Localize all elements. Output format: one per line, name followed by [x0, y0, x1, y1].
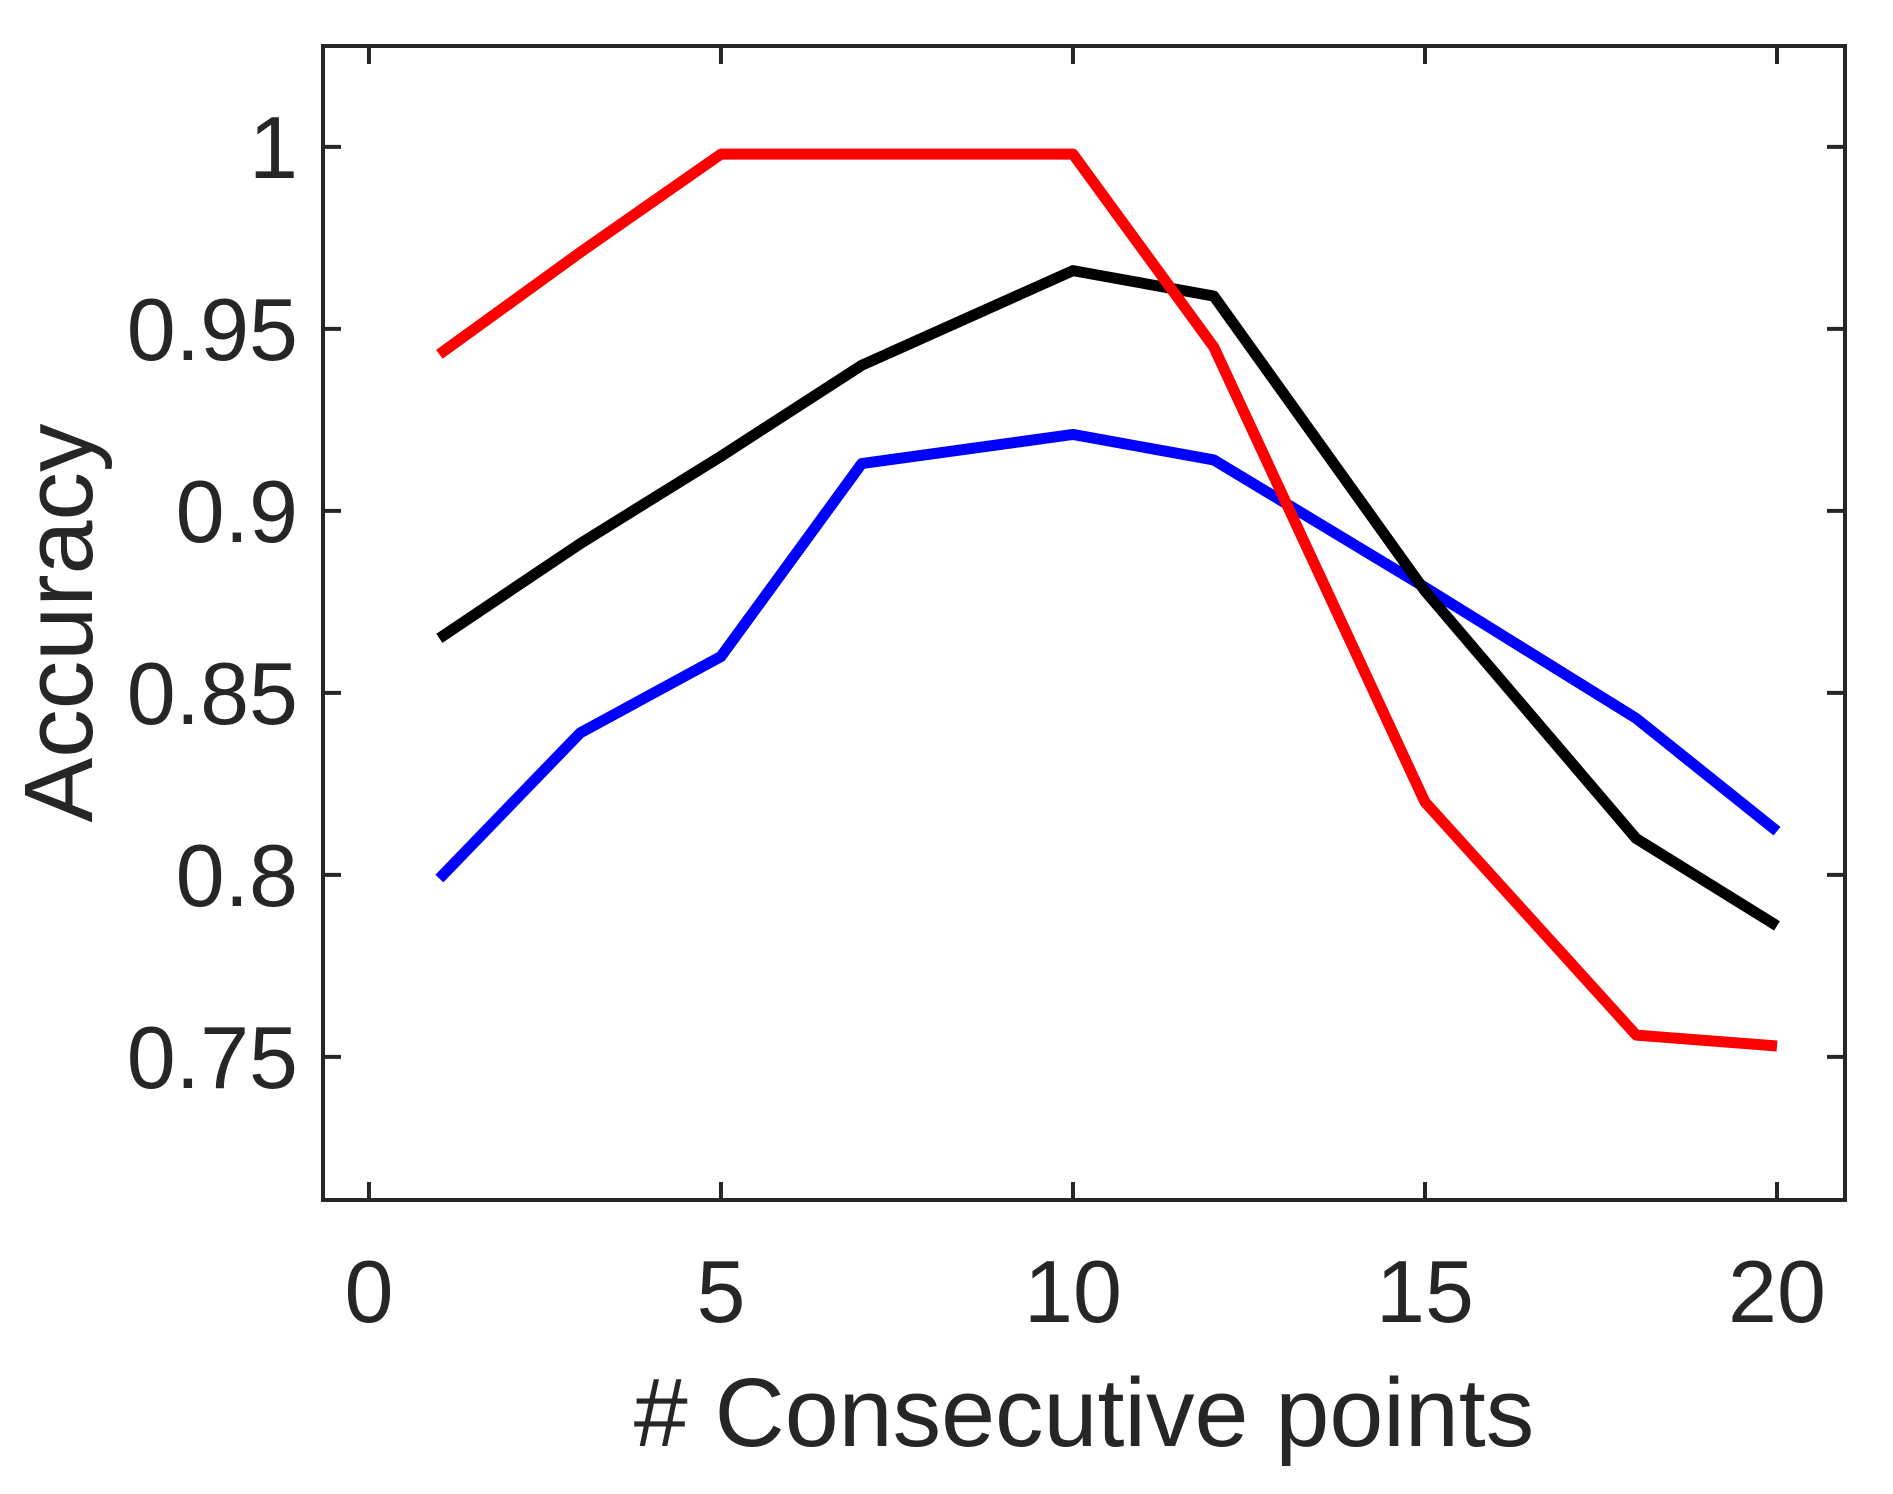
- axis-ticks-group: [323, 46, 1845, 1200]
- y-tick-label: 0.85: [127, 644, 298, 743]
- y-tick-label: 0.95: [127, 280, 298, 379]
- y-tick-label: 0.8: [176, 826, 298, 925]
- y-tick-label: 1: [249, 98, 298, 197]
- blue-line: [435, 428, 1781, 883]
- plot-area: [323, 46, 1845, 1200]
- x-tick-label: 10: [1024, 1242, 1122, 1341]
- black-line: [436, 265, 1780, 931]
- red-line: [436, 148, 1778, 1052]
- x-tick-label: 5: [697, 1242, 746, 1341]
- axes-box: [321, 44, 1847, 1202]
- x-tick-label: 15: [1376, 1242, 1474, 1341]
- y-axis-label: Accuracy: [4, 423, 113, 822]
- x-tick-label: 20: [1728, 1242, 1826, 1341]
- y-tick-label: 0.9: [176, 462, 298, 561]
- y-tick-label: 0.75: [127, 1008, 298, 1107]
- x-tick-label: 0: [344, 1242, 393, 1341]
- data-series-group: [435, 148, 1781, 1052]
- x-axis-label: # Consecutive points: [634, 1358, 1534, 1467]
- tick-labels-group: 0 5 10 15 20 1 0.95 0.9 0.85 0.8 0.75: [127, 98, 1826, 1341]
